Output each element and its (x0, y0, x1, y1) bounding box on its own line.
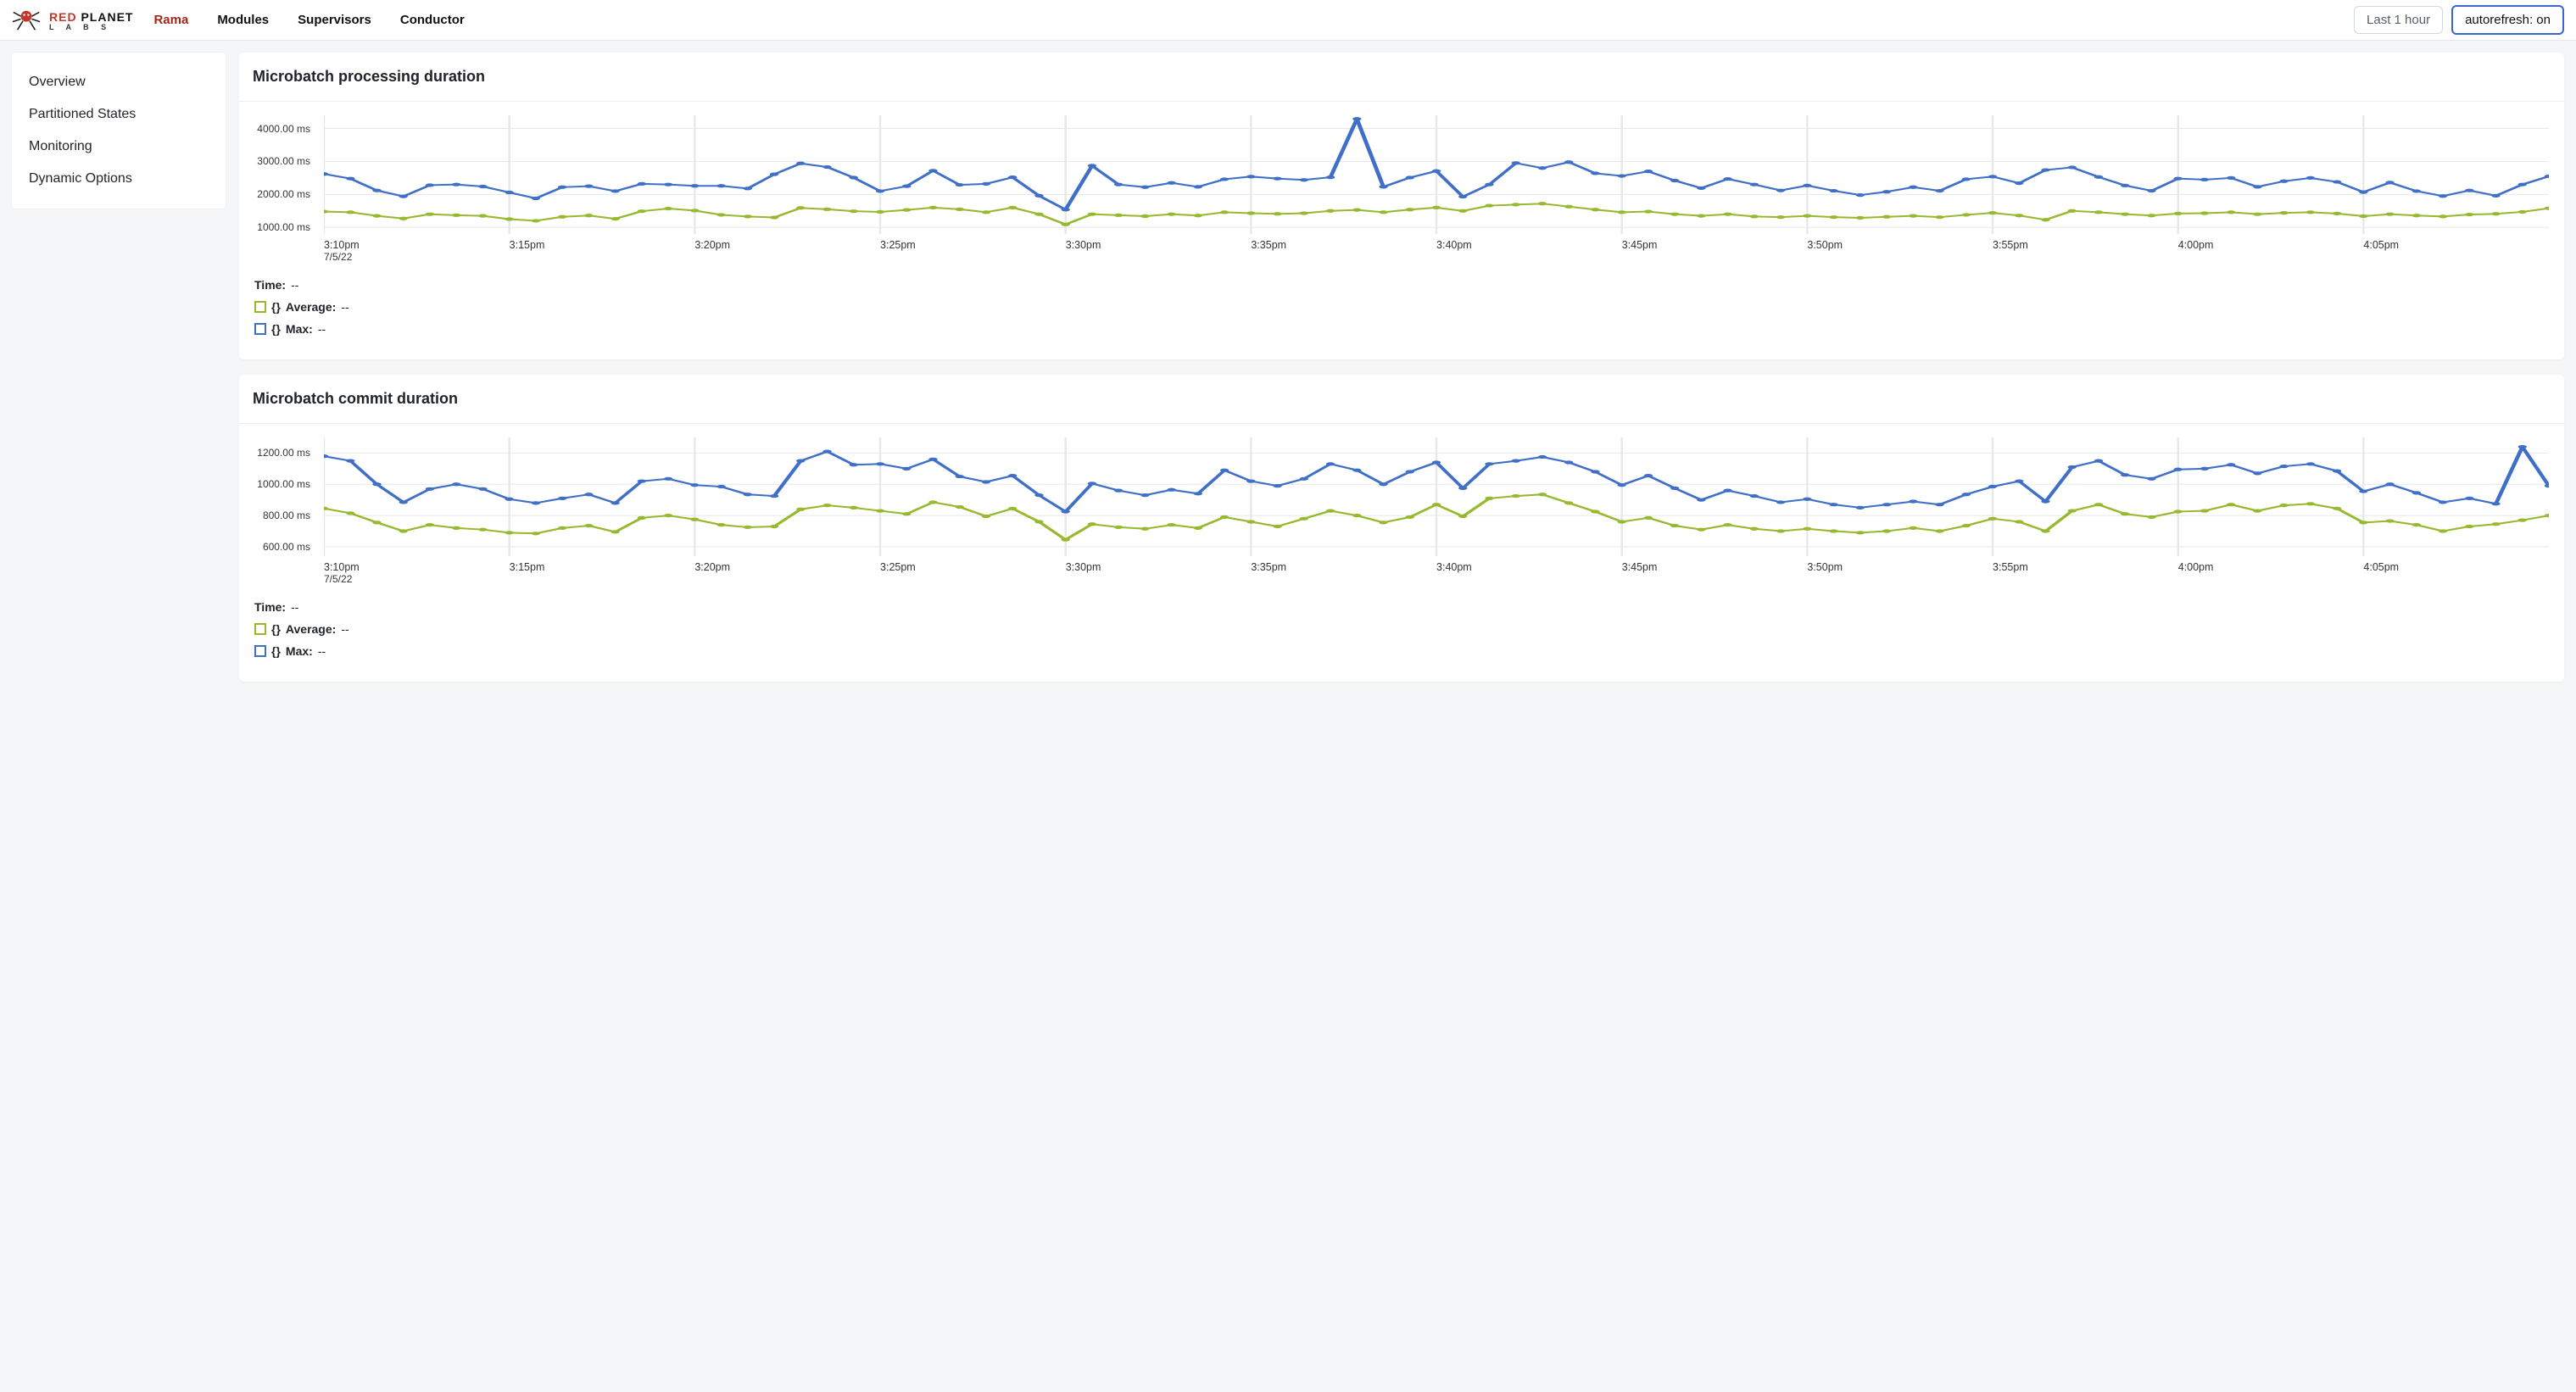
chart-card: Microbatch processing duration4000.00 ms… (239, 53, 2564, 359)
x-tick-label: 3:10pm7/5/22 (324, 239, 510, 263)
top-nav: Rama Modules Supervisors Conductor (153, 13, 464, 27)
y-tick-label: 3000.00 ms (257, 155, 315, 167)
x-tick-label: 4:00pm (2178, 239, 2364, 263)
chart-body: 1200.00 ms 1000.00 ms 800.00 ms 600.00 ms 3:… (239, 424, 2564, 682)
x-tick-sublabel: 7/5/22 (324, 573, 510, 585)
x-tick-label: 3:40pm (1436, 561, 1622, 585)
main-content: Microbatch processing duration4000.00 ms… (239, 53, 2564, 682)
logo-black: PLANET (81, 10, 133, 24)
y-tick-label: 2000.00 ms (257, 188, 315, 200)
x-tick-label: 3:40pm (1436, 239, 1622, 263)
x-tick-label: 4:05pm (2363, 239, 2549, 263)
legend-time-value: -- (291, 278, 298, 292)
legend-time-label: Time: (254, 278, 286, 292)
legend-max-prefix: {} (271, 322, 281, 336)
legend-avg-label: Average: (286, 622, 336, 636)
nav-item[interactable]: Conductor (400, 13, 465, 27)
y-tick-label: 600.00 ms (263, 541, 315, 553)
legend-avg-prefix: {} (271, 300, 281, 314)
legend-time-label: Time: (254, 600, 286, 614)
legend-swatch-max[interactable] (254, 323, 266, 335)
x-tick-label: 4:05pm (2363, 561, 2549, 585)
chart-legend: Time: -- {} Average: -- {} Max: -- (254, 600, 2549, 658)
legend-max-label: Max: (286, 322, 313, 336)
header-right: Last 1 hour autorefresh: on (2354, 5, 2564, 35)
chart-plot[interactable] (324, 115, 2549, 234)
x-tick-label: 3:10pm7/5/22 (324, 561, 510, 585)
x-tick-label: 3:15pm (510, 561, 695, 585)
x-tick-label: 3:50pm (1807, 239, 1993, 263)
x-tick-label: 4:00pm (2178, 561, 2364, 585)
y-tick-label: 1200.00 ms (257, 447, 315, 459)
sidebar-item[interactable]: Partitioned States (12, 98, 226, 131)
nav-item[interactable]: Rama (153, 13, 188, 27)
x-tick-label: 3:45pm (1622, 561, 1808, 585)
chart-legend: Time: -- {} Average: -- {} Max: -- (254, 278, 2549, 336)
legend-swatch-avg[interactable] (254, 301, 266, 313)
legend-max-value: -- (318, 322, 326, 336)
x-tick-label: 3:25pm (880, 239, 1066, 263)
x-tick-label: 3:20pm (694, 239, 880, 263)
logo[interactable]: RED PLANET L A B S (8, 7, 133, 34)
sidebar: OverviewPartitioned StatesMonitoringDyna… (12, 53, 226, 209)
nav-item[interactable]: Supervisors (298, 13, 371, 27)
y-tick-label: 1000.00 ms (257, 221, 315, 233)
chart-plot[interactable] (324, 437, 2549, 556)
y-tick-label: 1000.00 ms (257, 478, 315, 490)
logo-red: RED (49, 10, 77, 24)
autorefresh-button[interactable]: autorefresh: on (2451, 5, 2564, 35)
x-tick-label: 3:50pm (1807, 561, 1993, 585)
chart-title: Microbatch processing duration (239, 53, 2564, 102)
legend-avg-value: -- (341, 300, 348, 314)
legend-max-prefix: {} (271, 644, 281, 658)
sidebar-item[interactable]: Dynamic Options (12, 163, 226, 195)
legend-max-label: Max: (286, 644, 313, 658)
chart-title: Microbatch commit duration (239, 375, 2564, 424)
sidebar-item[interactable]: Monitoring (12, 131, 226, 163)
legend-max-value: -- (318, 644, 326, 658)
legend-swatch-max[interactable] (254, 645, 266, 657)
legend-avg-value: -- (341, 622, 348, 636)
sidebar-item[interactable]: Overview (12, 66, 226, 98)
x-tick-label: 3:15pm (510, 239, 695, 263)
y-tick-label: 800.00 ms (263, 509, 315, 521)
app-header: RED PLANET L A B S Rama Modules Supervisor… (0, 0, 2576, 41)
time-range-button[interactable]: Last 1 hour (2354, 6, 2443, 34)
x-tick-label: 3:35pm (1251, 561, 1436, 585)
x-tick-label: 3:30pm (1066, 239, 1252, 263)
nav-item[interactable]: Modules (217, 13, 269, 27)
legend-time-value: -- (291, 600, 298, 614)
x-tick-label: 3:55pm (1993, 239, 2178, 263)
x-tick-label: 3:20pm (694, 561, 880, 585)
logo-labs: L A B S (49, 24, 133, 31)
legend-avg-prefix: {} (271, 622, 281, 636)
legend-avg-label: Average: (286, 300, 336, 314)
chart-card: Microbatch commit duration 1200.00 ms 1000… (239, 375, 2564, 682)
x-tick-label: 3:30pm (1066, 561, 1252, 585)
x-tick-sublabel: 7/5/22 (324, 251, 510, 263)
x-tick-label: 3:25pm (880, 561, 1066, 585)
legend-swatch-avg[interactable] (254, 623, 266, 635)
x-tick-label: 3:45pm (1622, 239, 1808, 263)
y-tick-label: 4000.00 ms (257, 123, 315, 135)
x-tick-label: 3:35pm (1251, 239, 1436, 263)
header-left: RED PLANET L A B S Rama Modules Supervisor… (8, 7, 465, 34)
chart-body: 4000.00 ms 3000.00 ms 2000.00 ms 1000.00 ms… (239, 102, 2564, 359)
page-body: OverviewPartitioned StatesMonitoringDyna… (0, 41, 2576, 693)
x-tick-label: 3:55pm (1993, 561, 2178, 585)
spider-logo-icon (8, 7, 44, 34)
